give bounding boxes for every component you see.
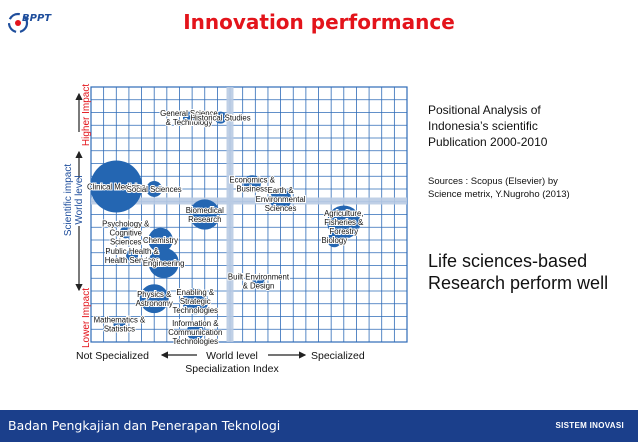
logo-text: BPPT xyxy=(22,13,52,24)
bubble-label: Agriculture, xyxy=(324,209,363,218)
bubble-label: Historical Studies xyxy=(190,114,250,123)
world-level-divider-horizontal xyxy=(91,197,407,205)
x-axis-right-label: Specialized xyxy=(311,350,365,362)
bubble-built-environment-design xyxy=(252,274,265,287)
bubble-economics-business xyxy=(243,175,261,193)
bubble-enabling-strategic-technologies xyxy=(182,288,209,315)
y-axis-bottom-label: Lower Impact xyxy=(81,288,92,348)
bubble-label: Information & xyxy=(172,319,219,328)
bubble-label: Research xyxy=(188,215,221,224)
bubble-mathematics-statistics xyxy=(113,318,126,331)
bubble-label: Astronomy xyxy=(136,299,173,308)
x-axis-left-label: Not Specialized xyxy=(76,350,149,362)
bubble-label: Public Health & xyxy=(105,247,159,256)
bubble-label: Clinical Medicine xyxy=(87,182,146,191)
bubble-historical-studies xyxy=(214,111,227,124)
y-axis-subtitle: World level xyxy=(74,175,85,224)
bubble-label: Biomedical xyxy=(186,206,224,215)
bubble-label: Sciences xyxy=(110,237,142,246)
footer-institution: Badan Pengkajian dan Penerapan Teknologi xyxy=(8,418,281,433)
bubble-biomedical-research xyxy=(189,199,220,230)
world-level-divider-vertical xyxy=(226,87,234,342)
bubble-label: Physics & xyxy=(137,290,172,299)
bubble-label: Fisheries & xyxy=(324,218,364,227)
bubble-clinical-medicine xyxy=(90,160,143,213)
bubble-physics-astronomy xyxy=(139,284,169,314)
analysis-description: Positional Analysis of Indonesia’s scien… xyxy=(428,103,548,149)
bubble-label: Technologies xyxy=(173,337,219,346)
bubble-label: Mathematics & xyxy=(94,316,146,325)
bubble-label: Health Services xyxy=(105,256,160,265)
bubble-earth-environmental-sciences xyxy=(269,188,292,211)
bubble-agriculture-fisheries-forestry xyxy=(327,205,361,239)
bubble-label: Economics & xyxy=(229,175,275,184)
x-axis-title: Specialization Index xyxy=(185,363,279,375)
bubble-label: & Design xyxy=(243,281,275,290)
bubble-biology xyxy=(327,232,342,248)
bubble-label: Enabling & xyxy=(176,288,215,297)
bubble-label: Strategic xyxy=(180,297,211,306)
slide-title: Innovation performance xyxy=(183,10,455,34)
footer-bar: Badan Pengkajian dan Penerapan Teknologi… xyxy=(0,410,638,442)
bubble-label: Chemistry xyxy=(143,236,178,245)
bubble-label: Technologies xyxy=(173,306,219,315)
bubble-social-sciences xyxy=(146,181,163,197)
source-note: Sources : Scopus (Elsevier) by Science m… xyxy=(428,176,570,200)
bubble-information-communication-technologies xyxy=(186,323,204,341)
bubble-chemistry xyxy=(148,227,173,253)
bubble-psychology-cognitive-sciences xyxy=(119,226,132,239)
bubble-label: Biology xyxy=(322,236,348,245)
bubble-label: Sciences xyxy=(265,204,297,213)
bubble-label: Forestry xyxy=(330,227,359,236)
bubble-label: Cognitive xyxy=(110,228,143,237)
bubble-label: Earth & xyxy=(268,186,295,195)
conclusion-text: Life sciences-based Research perform wel… xyxy=(428,251,609,293)
bubble-label: Engineering xyxy=(143,259,185,268)
bubble-label: Social Sciences xyxy=(127,185,182,194)
bubble-engineering xyxy=(148,247,179,279)
bubble-public-health-health-services xyxy=(126,249,139,262)
bubble-label: & Technology xyxy=(166,118,213,127)
x-axis-center-label: World level xyxy=(206,350,258,362)
bubble-label: Psychology & xyxy=(102,219,150,228)
bubble-label: Business xyxy=(236,184,268,193)
bppt-logo xyxy=(8,12,29,34)
bubble-label: Environmental xyxy=(256,195,306,204)
bubble-label: General Science xyxy=(160,109,218,118)
bubble-general-science-technology xyxy=(182,111,195,124)
bubble-label: Statistics xyxy=(104,325,135,334)
bubble-label: Communication xyxy=(168,328,222,337)
y-axis-title: Scientific impact xyxy=(63,164,74,236)
y-axis-top-label: Higher Impact xyxy=(81,84,92,146)
footer-program: SISTEM INOVASI xyxy=(555,421,624,430)
bubble-label: Built Environment xyxy=(228,272,290,281)
